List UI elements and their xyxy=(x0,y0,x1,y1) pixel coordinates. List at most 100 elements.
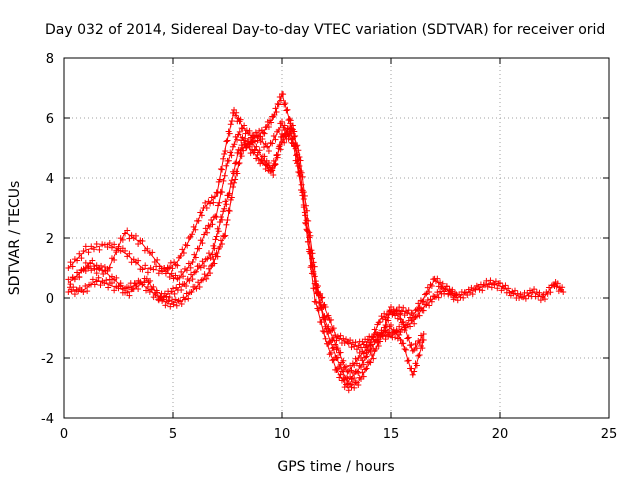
data-point xyxy=(126,235,133,242)
data-point xyxy=(192,226,199,233)
data-point xyxy=(439,280,446,287)
data-point xyxy=(207,200,214,207)
data-point xyxy=(241,122,248,129)
data-point xyxy=(163,293,170,300)
data-point xyxy=(165,297,172,304)
data-point xyxy=(469,291,476,298)
data-point xyxy=(142,262,149,269)
data-point xyxy=(228,118,235,124)
data-point xyxy=(115,243,122,250)
data-point xyxy=(195,279,202,286)
data-point xyxy=(471,285,478,292)
data-point xyxy=(506,289,513,296)
data-point xyxy=(274,100,281,107)
data-point xyxy=(89,257,96,264)
data-point xyxy=(212,236,219,243)
data-point xyxy=(103,277,110,284)
data-point xyxy=(242,130,249,137)
data-point xyxy=(97,282,104,289)
data-point xyxy=(432,293,439,300)
data-point xyxy=(256,133,263,140)
data-point xyxy=(272,161,279,168)
data-point xyxy=(232,176,239,183)
data-point xyxy=(178,301,185,307)
data-point xyxy=(435,283,442,290)
data-point xyxy=(413,362,420,369)
data-point xyxy=(367,359,374,366)
data-point xyxy=(355,382,362,388)
data-point xyxy=(382,336,389,343)
data-point xyxy=(135,257,142,264)
data-point xyxy=(291,143,298,150)
data-point xyxy=(265,160,272,166)
data-point xyxy=(106,264,113,271)
data-point xyxy=(276,142,283,148)
data-point xyxy=(272,105,279,112)
data-point xyxy=(270,133,277,139)
data-point xyxy=(217,214,224,220)
data-point xyxy=(221,151,228,157)
data-point xyxy=(420,337,427,343)
data-point xyxy=(139,266,146,273)
data-point xyxy=(482,282,489,289)
data-point xyxy=(228,152,235,159)
data-point xyxy=(209,251,216,258)
data-point xyxy=(514,290,521,297)
data-point xyxy=(385,329,392,336)
data-point xyxy=(93,241,100,247)
data-point xyxy=(360,350,367,357)
data-point xyxy=(370,345,377,352)
data-point xyxy=(130,256,137,263)
data-point xyxy=(65,265,72,271)
data-point xyxy=(371,338,378,345)
data-point xyxy=(207,270,214,277)
data-point xyxy=(238,153,245,160)
data-point xyxy=(333,355,340,361)
data-point xyxy=(156,263,163,270)
y-tick-label: 6 xyxy=(46,112,54,127)
data-point xyxy=(219,166,226,173)
data-point xyxy=(348,344,355,351)
data-point xyxy=(341,384,348,391)
data-point xyxy=(214,202,221,209)
data-point xyxy=(226,190,233,197)
y-tick-label: 8 xyxy=(46,52,54,67)
data-point xyxy=(295,169,302,175)
data-point xyxy=(411,368,418,375)
data-point xyxy=(281,122,288,129)
data-point xyxy=(224,217,231,223)
data-point xyxy=(355,370,362,376)
data-point xyxy=(417,297,424,304)
data-point xyxy=(157,293,164,300)
data-point xyxy=(236,128,243,135)
data-point xyxy=(147,264,154,271)
data-point xyxy=(396,323,403,330)
data-point xyxy=(203,275,210,282)
y-tick-label: -2 xyxy=(41,352,54,367)
data-point xyxy=(181,296,188,303)
data-point xyxy=(216,199,223,206)
data-point xyxy=(330,334,337,341)
data-point xyxy=(400,318,407,325)
data-point xyxy=(166,294,173,301)
data-point xyxy=(82,243,89,250)
data-point xyxy=(364,347,371,354)
data-point xyxy=(400,340,407,347)
data-point xyxy=(257,160,264,167)
data-point xyxy=(213,189,220,196)
data-point xyxy=(202,199,209,206)
data-point xyxy=(337,361,344,368)
data-point xyxy=(220,208,227,215)
data-point xyxy=(69,263,76,270)
data-point xyxy=(417,332,424,339)
data-point xyxy=(65,276,72,283)
data-point xyxy=(359,357,366,364)
data-point xyxy=(122,247,129,254)
data-point xyxy=(274,154,281,161)
data-point xyxy=(343,374,350,381)
data-point xyxy=(113,247,120,254)
data-point xyxy=(404,358,411,364)
data-point xyxy=(225,207,232,214)
data-point xyxy=(393,307,400,314)
data-point xyxy=(505,285,512,292)
